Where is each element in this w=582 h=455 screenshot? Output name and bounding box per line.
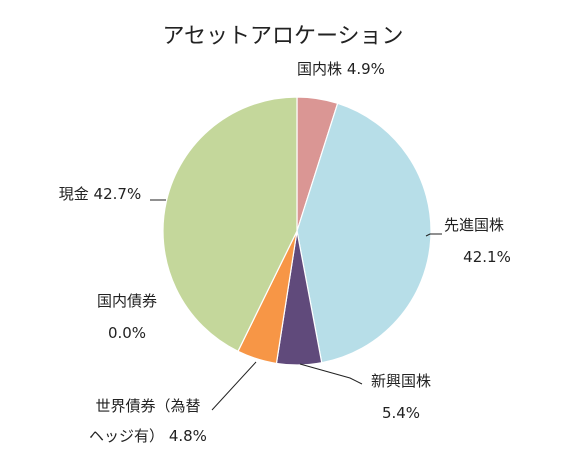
data-label-kokunai-saiken-0: 国内債券 [97,292,157,310]
slice-senshin-koku-kabu [296,102,432,364]
data-label-shinko-koku-kabu-0: 新興国株 [371,372,431,390]
data-label-sekai-saiken-hedge-1: ヘッジ有） 4.8% [89,427,207,445]
leader-lines [150,199,442,411]
data-label-kokunai-kabu-0: 国内株 4.9% [297,60,385,78]
chart-title: アセットアロケーション [162,24,403,49]
data-label-senshin-koku-kabu-0: 先進国株 [444,216,504,234]
leader-line-senshin-koku-kabu [425,233,442,237]
data-label-shinko-koku-kabu-1: 5.4% [382,404,420,422]
pie-slices [162,96,432,366]
leader-line-sekai-saiken-hedge [211,361,257,411]
leader-line-shinko-koku-kabu [299,363,363,385]
data-label-sekai-saiken-hedge-0: 世界債券（為替 [95,397,200,415]
slice-genkin [162,96,298,353]
data-label-genkin-0: 現金 42.7% [59,185,141,203]
data-label-senshin-koku-kabu-1: 42.1% [463,248,511,266]
data-label-kokunai-saiken-1: 0.0% [108,324,146,342]
